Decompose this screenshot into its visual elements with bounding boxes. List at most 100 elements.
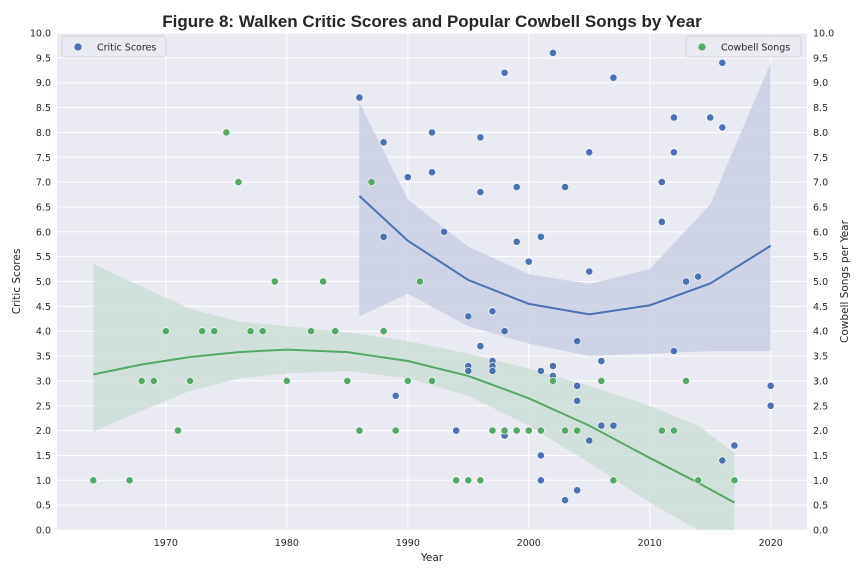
y-tick-label-right: 1.0: [813, 476, 828, 487]
cowbell-point: [270, 277, 279, 286]
y-tick-label-right: 3.5: [813, 352, 828, 363]
cowbell-point: [355, 426, 364, 435]
y-tick-label-right: 6.0: [813, 227, 828, 238]
critic-point: [355, 93, 364, 102]
critic-point: [500, 327, 509, 336]
y-tick-label-right: 8.0: [813, 128, 828, 139]
critic-point: [670, 113, 678, 122]
critic-point: [561, 183, 569, 191]
y-tick-label-right: 3.0: [813, 376, 828, 387]
y-tick-label-left: 4.0: [36, 327, 51, 338]
y-tick-label-left: 1.5: [36, 451, 51, 462]
cowbell-point: [452, 476, 461, 485]
critic-point: [512, 237, 521, 246]
critic-point: [536, 367, 545, 375]
legend-marker-critic: [74, 43, 82, 51]
critic-point: [730, 441, 739, 450]
critic-point: [488, 307, 497, 316]
critic-point: [379, 232, 388, 241]
y-tick-label-left: 5.5: [36, 252, 51, 263]
cowbell-trend-line: [93, 348, 735, 504]
cowbell-point: [137, 376, 146, 385]
critic-point: [476, 188, 485, 196]
critic-point: [403, 173, 412, 182]
y-tick-label-right: 7.0: [813, 178, 828, 189]
x-tick-label: 1970: [154, 538, 178, 549]
y-tick-label-right: 0.5: [813, 501, 828, 512]
critic-point: [585, 267, 594, 276]
cowbell-point: [416, 277, 424, 286]
y-tick-label-left: 8.5: [36, 103, 51, 114]
cowbell-point: [573, 426, 582, 435]
y-tick-label-right: 1.5: [813, 451, 828, 462]
y-tick-label-left: 2.5: [36, 401, 51, 412]
y-tick-label-left: 3.0: [36, 376, 51, 387]
cowbell-point: [89, 476, 98, 485]
critic-point: [464, 312, 473, 321]
critic-point: [585, 436, 594, 445]
y-tick-label-left: 8.0: [36, 128, 51, 139]
y-tick-label-left: 6.5: [36, 202, 51, 213]
critic-point: [718, 123, 727, 132]
y-tick-label-left: 7.5: [36, 153, 51, 164]
critic-point: [718, 456, 727, 465]
cowbell-point: [307, 327, 315, 336]
y-tick-label-right: 8.5: [813, 103, 828, 114]
critic-point: [766, 381, 775, 390]
y-tick-label-left: 9.5: [36, 53, 51, 64]
y-tick-label-left: 4.5: [36, 302, 51, 313]
cowbell-point: [657, 426, 666, 435]
y-tick-label-right: 9.0: [813, 78, 828, 89]
cowbell-point: [246, 327, 255, 336]
critic-point: [536, 476, 545, 485]
cowbell-point: [222, 128, 231, 137]
y-tick-label-left: 5.0: [36, 277, 51, 288]
critic-point: [536, 232, 545, 241]
critic-point: [573, 486, 582, 495]
y-tick-label-left: 0.0: [36, 526, 51, 537]
y-tick-label-left: 2.0: [36, 426, 51, 437]
cowbell-point: [597, 376, 606, 385]
cowbell-point: [258, 327, 267, 336]
y-tick-label-right: 2.5: [813, 401, 828, 412]
y-tick-label-right: 6.5: [813, 202, 828, 213]
critic-trend-line: [358, 195, 772, 316]
cowbell-point: [670, 426, 678, 435]
legend-cowbell-songs: Cowbell Songs: [685, 35, 802, 58]
cowbell-point: [343, 376, 352, 385]
y-tick-label-left: 9.0: [36, 78, 51, 89]
y-tick-label-left: 7.0: [36, 178, 51, 189]
critic-point: [682, 277, 690, 286]
y-tick-label-left: 0.5: [36, 501, 51, 512]
legend-box: [61, 35, 167, 58]
cowbell-point: [512, 426, 521, 435]
critic-point: [766, 401, 775, 410]
cowbell-point: [549, 376, 557, 385]
critic-point: [549, 48, 557, 57]
critic-point: [464, 367, 473, 375]
cowbell-point: [536, 426, 545, 435]
critic-point: [476, 133, 485, 142]
critic-point: [718, 58, 727, 67]
cowbell-point: [379, 327, 388, 336]
x-tick-label: 1980: [275, 538, 299, 549]
critic-point: [549, 362, 557, 370]
cowbell-point: [403, 376, 412, 385]
cowbell-point: [331, 327, 340, 336]
x-tick-label: 1990: [396, 538, 420, 549]
x-tick-label: 2000: [517, 538, 541, 549]
y-tick-label-right: 4.5: [813, 302, 828, 313]
data-points: [89, 48, 775, 505]
y-tick-label-left: 1.0: [36, 476, 51, 487]
cowbell-point: [161, 327, 170, 336]
critic-point: [391, 391, 400, 400]
cowbell-point: [682, 376, 690, 385]
critic-confidence-band: [359, 62, 771, 357]
critic-point: [428, 168, 436, 177]
cowbell-point: [391, 426, 400, 435]
y-tick-label-left: 6.0: [36, 227, 51, 238]
cowbell-point: [125, 476, 134, 485]
legend-label-cowbell: Cowbell Songs: [721, 43, 790, 54]
critic-point: [573, 337, 582, 346]
